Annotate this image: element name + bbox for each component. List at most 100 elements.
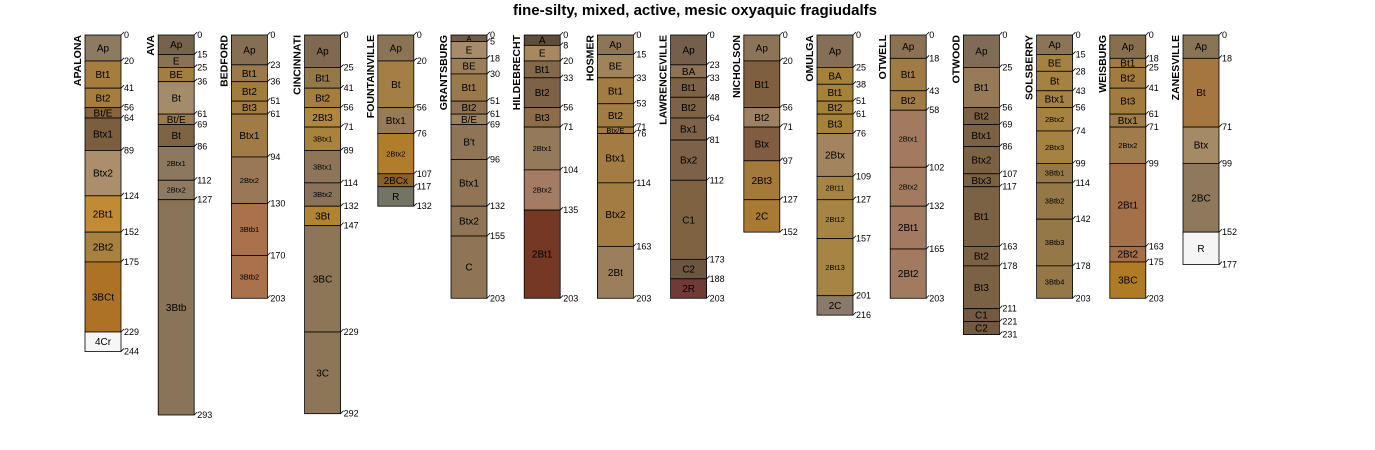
horizon-ap (84, 34, 122, 62)
depth-tick (486, 294, 491, 299)
depth-tick (120, 328, 125, 333)
horizon-label: Bt (171, 131, 181, 142)
horizon-label: 3BC (313, 274, 332, 285)
horizon-3btb (157, 199, 195, 416)
horizon-label: C1 (975, 311, 988, 322)
horizon-label: 3Btb2 (1045, 197, 1065, 206)
horizon-label: BE (462, 62, 476, 73)
depth-label: 135 (563, 205, 578, 215)
horizon-label: Btx1 (1118, 116, 1138, 127)
depth-label: 117 (417, 182, 431, 192)
depth-tick (852, 311, 857, 316)
horizon-label: 2Btx2 (1045, 115, 1064, 124)
horizon-label: Bt (391, 80, 401, 91)
horizon-label: 2Bt1 (532, 250, 553, 261)
depth-label: 51 (270, 96, 280, 106)
depth-label: 244 (124, 346, 139, 356)
horizon-label: Bx1 (680, 125, 698, 136)
depth-tick (1145, 84, 1150, 89)
horizon-label: 2Bt2 (93, 243, 114, 254)
horizon-3c (304, 331, 342, 415)
depth-tick (852, 110, 857, 115)
profile-name: ZANESVILLE (1170, 35, 1182, 100)
depth-tick (1145, 64, 1150, 68)
horizon-2btx1 (157, 146, 195, 181)
depth-label: 293 (197, 410, 212, 420)
depth-label: 76 (856, 129, 866, 139)
depth-tick (559, 42, 564, 46)
horizon-label: Btx (1194, 141, 1208, 152)
horizon-3btb4 (1036, 265, 1073, 299)
horizon-label: BE (1048, 58, 1062, 69)
horizon-2btx1 (523, 126, 561, 171)
depth-tick (120, 147, 125, 151)
depth-label: 211 (1002, 304, 1016, 314)
horizon-label: Bt (1196, 88, 1206, 99)
horizon-label: Ap (609, 40, 622, 51)
depth-label: 61 (490, 109, 500, 119)
horizon-label: 2Btx2 (386, 149, 405, 158)
horizon-2btx2 (523, 169, 561, 211)
depth-label: 71 (563, 122, 573, 132)
horizon-label: Bt (171, 93, 181, 104)
depth-tick (633, 243, 637, 247)
horizon-2btx2 (377, 133, 415, 175)
depth-tick (706, 176, 710, 181)
horizon-2bt (597, 245, 634, 299)
profile-omulga: OMULGA Ap BA Bt1 Bt2 Bt3 2Btx 2Bt11 2Bt12 2Bt13 2C… (804, 30, 871, 320)
depth-label: 30 (490, 69, 500, 79)
horizon-label: 2Bt3 (752, 176, 773, 187)
depth-tick (999, 183, 1003, 188)
profile-hosmer: HOSMER Ap BE Bt1 Bt2 Btx/E Btx1 Btx2 2Bt 0 15 33 53 7… (584, 30, 651, 303)
depth-label: 38 (856, 79, 866, 89)
depth-label: 69 (1002, 119, 1012, 129)
depth-label: 127 (856, 195, 871, 205)
depth-label: 104 (563, 165, 578, 175)
horizon-label: Bt3 (827, 119, 842, 130)
horizon-3bc (1109, 261, 1147, 299)
depth-tick (340, 104, 344, 108)
depth-label: 53 (636, 99, 646, 109)
depth-tick (340, 410, 344, 414)
depth-tick (1072, 127, 1076, 132)
depth-label: 56 (1076, 103, 1086, 113)
profile-ava: AVA Ap E BE Bt Bt/E Bt 2Btx1 2Btx2 3Btb 0 15 25 36 616… (145, 30, 212, 420)
profile-bedford: BEDFORD Ap Bt1 Bt2 Bt3 Btx1 2Btx2 3Btb1 3Btb2 0 23… (218, 30, 285, 303)
horizon-label: Ap (97, 43, 110, 54)
horizon-label: Btx1 (386, 116, 406, 127)
depth-tick (120, 228, 125, 233)
depth-tick (999, 318, 1003, 322)
depth-label: 175 (1149, 257, 1164, 267)
depth-tick (120, 258, 125, 263)
depth-label: 15 (197, 49, 207, 59)
depth-tick (340, 202, 344, 207)
depth-label: 0 (344, 30, 349, 40)
depth-label: 41 (124, 83, 134, 93)
horizon-label: Bt1 (461, 83, 476, 94)
depth-label: 114 (344, 178, 358, 188)
depth-tick (1072, 68, 1076, 72)
depth-label: 102 (929, 162, 944, 172)
depth-label: 56 (344, 103, 354, 113)
depth-label: 178 (1002, 261, 1017, 271)
horizon-bt (1182, 57, 1220, 128)
depth-label: 23 (710, 60, 720, 70)
depth-label: 130 (270, 199, 285, 209)
depth-label: 0 (856, 30, 861, 40)
depth-tick (486, 97, 491, 102)
depth-tick (193, 121, 198, 125)
profile-name: CINCINNATI (292, 35, 304, 95)
depth-label: 112 (197, 175, 211, 185)
horizon-bx2 (670, 139, 707, 181)
depth-tick (852, 292, 857, 296)
profile-apalona: APALONA Ap Bt1 Bt2 Bt/E Btx1 Btx2 2Bt1 2Bt2 3BCt 4… (72, 30, 139, 356)
depth-tick (267, 78, 271, 82)
horizon-label: Ap (756, 43, 769, 54)
depth-tick (559, 104, 564, 108)
horizon-label: Ap (902, 42, 915, 53)
depth-tick (706, 136, 710, 141)
depth-label: 56 (563, 103, 573, 113)
depth-tick (413, 57, 418, 62)
depth-label: 71 (636, 122, 646, 132)
depth-tick (706, 31, 710, 36)
